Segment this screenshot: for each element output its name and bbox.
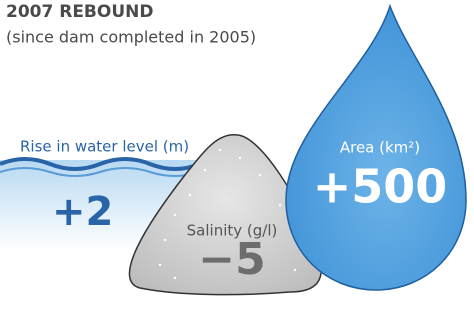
water-label: Rise in water level (m)	[20, 138, 189, 156]
title: 2007 REBOUND	[6, 2, 154, 22]
area-label: Area (km²)	[340, 139, 420, 157]
infographic: 2007 REBOUND (since dam completed in 200…	[0, 0, 474, 309]
water-value: +2	[52, 189, 113, 235]
subtitle: (since dam completed in 2005)	[6, 28, 256, 47]
area-value: +500	[313, 160, 448, 214]
salinity-value: −5	[198, 234, 265, 285]
page: 2007 REBOUND (since dam completed in 200…	[0, 0, 474, 309]
